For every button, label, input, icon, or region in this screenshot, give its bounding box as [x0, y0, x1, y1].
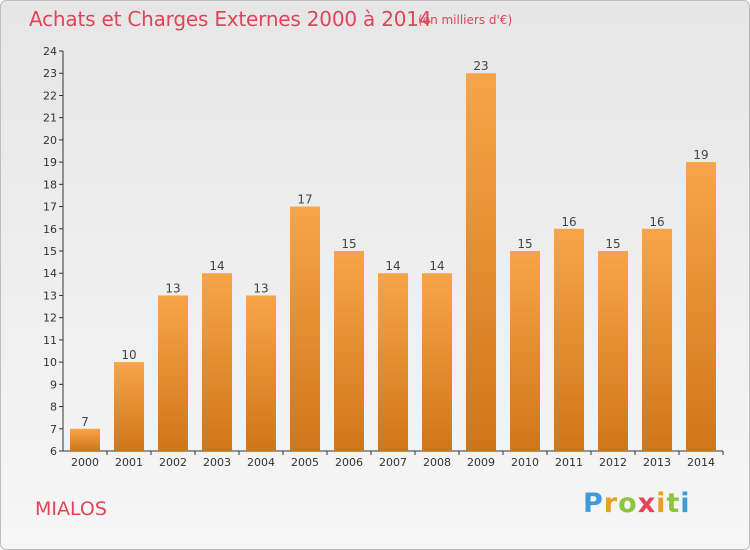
proxiti-logo: Proxiti — [583, 488, 691, 519]
x-tick-label: 2009 — [467, 456, 495, 469]
x-tick-label: 2012 — [599, 456, 627, 469]
bar — [422, 273, 452, 451]
data-label: 10 — [121, 348, 136, 362]
commune-name: MIALOS — [35, 498, 107, 520]
x-tick-label: 2011 — [555, 456, 583, 469]
data-label: 13 — [253, 281, 268, 295]
x-tick-label: 2008 — [423, 456, 451, 469]
data-label: 14 — [385, 259, 400, 273]
data-label: 15 — [341, 237, 356, 251]
bar — [334, 251, 364, 451]
x-tick-label: 2004 — [247, 456, 275, 469]
bar — [290, 206, 320, 451]
data-label: 15 — [605, 237, 620, 251]
data-label: 19 — [693, 148, 708, 162]
y-tick-label: 14 — [43, 267, 57, 280]
x-tick-label: 2014 — [687, 456, 715, 469]
bar — [378, 273, 408, 451]
data-label: 16 — [649, 215, 664, 229]
y-tick-label: 17 — [43, 201, 57, 214]
x-tick-label: 2005 — [291, 456, 319, 469]
y-tick-label: 12 — [43, 312, 57, 325]
y-tick-label: 19 — [43, 156, 57, 169]
y-tick-label: 18 — [43, 178, 57, 191]
data-label: 16 — [561, 215, 576, 229]
y-tick-label: 6 — [50, 445, 57, 458]
data-label: 15 — [517, 237, 532, 251]
y-tick-label: 22 — [43, 89, 57, 102]
y-tick-label: 7 — [50, 423, 57, 436]
bar — [598, 251, 628, 451]
y-tick-label: 8 — [50, 401, 57, 414]
y-tick-label: 13 — [43, 289, 57, 302]
y-tick-label: 20 — [43, 134, 57, 147]
data-label: 14 — [209, 259, 224, 273]
chart-unit: (en milliers d'€) — [418, 13, 513, 27]
y-tick-label: 23 — [43, 67, 57, 80]
bar — [642, 228, 672, 451]
bar — [158, 295, 188, 451]
data-label: 23 — [473, 59, 488, 73]
bar — [510, 251, 540, 451]
y-tick-label: 10 — [43, 356, 57, 369]
bar — [70, 428, 100, 451]
labels: 2000 7 2001 10 2002 13 2003 14 2004 13 2005 17 2006 1… — [71, 59, 715, 469]
bar — [246, 295, 276, 451]
x-tick-label: 2013 — [643, 456, 671, 469]
bar — [114, 362, 144, 451]
x-tick-label: 2006 — [335, 456, 363, 469]
data-label: 13 — [165, 281, 180, 295]
x-tick-label: 2007 — [379, 456, 407, 469]
chart-title: Achats et Charges Externes 2000 à 2014 — [29, 7, 432, 31]
x-tick-label: 2002 — [159, 456, 187, 469]
y-tick-label: 9 — [50, 378, 57, 391]
bar — [686, 162, 716, 451]
x-tick-label: 2003 — [203, 456, 231, 469]
data-label: 17 — [297, 193, 312, 207]
y-tick-label: 11 — [43, 334, 57, 347]
y-tick-label: 21 — [43, 112, 57, 125]
axes: 6 7 8 9 10 11 12 13 14 15 16 17 18 19 20 21 22 23 24 — [43, 45, 724, 458]
bar — [466, 73, 496, 451]
data-label: 14 — [429, 259, 444, 273]
bar — [202, 273, 232, 451]
y-tick-label: 16 — [43, 223, 57, 236]
x-tick-label: 2000 — [71, 456, 99, 469]
data-label: 7 — [81, 415, 89, 429]
y-tick-label: 24 — [43, 45, 57, 58]
x-tick-label: 2001 — [115, 456, 143, 469]
bars — [70, 73, 716, 451]
bar — [554, 228, 584, 451]
y-tick-label: 15 — [43, 245, 57, 258]
x-tick-label: 2010 — [511, 456, 539, 469]
